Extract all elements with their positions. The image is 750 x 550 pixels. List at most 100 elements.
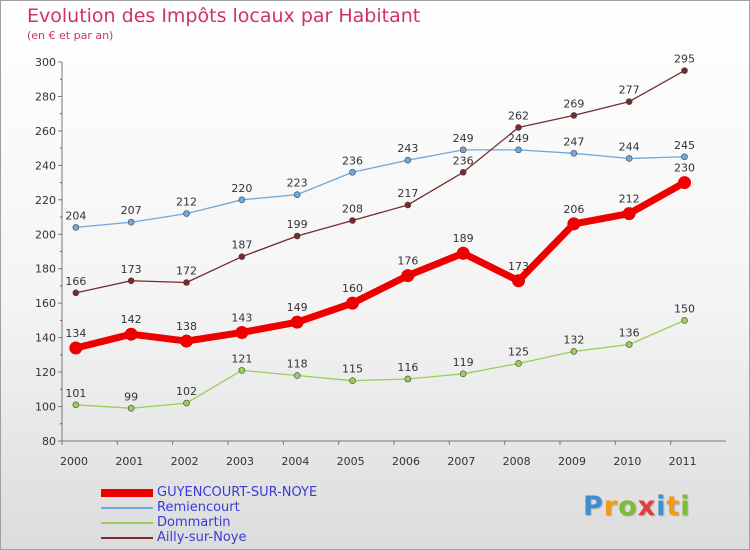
y-tick-label: 180	[35, 263, 56, 276]
x-tick-label: 2004	[281, 455, 309, 468]
data-label: 99	[124, 390, 138, 403]
data-label: 230	[674, 162, 695, 175]
data-label: 134	[65, 327, 86, 340]
data-point	[570, 150, 578, 157]
series-dommartin: 101 99 102 121 118 115 116 119 125 132 136 150	[65, 302, 695, 412]
data-label: 115	[342, 363, 363, 376]
data-label: 116	[397, 361, 418, 374]
data-label: 149	[287, 301, 308, 314]
data-point	[349, 377, 356, 385]
x-tick-label: 2008	[503, 455, 531, 468]
legend-item: Ailly-sur-Noye	[101, 530, 317, 545]
x-tick-label: 2010	[613, 455, 641, 468]
data-point	[681, 67, 688, 74]
data-label: 244	[619, 140, 640, 153]
data-point	[459, 370, 467, 378]
y-tick-label: 200	[35, 228, 56, 241]
data-point	[625, 341, 633, 348]
legend-label: Ailly-sur-Noye	[157, 530, 247, 545]
data-point	[622, 207, 636, 221]
data-label: 295	[674, 53, 695, 66]
data-label: 173	[508, 260, 529, 273]
data-point	[681, 153, 688, 161]
data-point	[625, 155, 633, 162]
series-ailly-sur-noye: 166 173 172 187 199 208 217 236 262 269 277 295	[65, 53, 695, 297]
data-label: 245	[674, 139, 695, 152]
data-point	[124, 327, 138, 341]
y-tick-label: 140	[35, 332, 56, 345]
x-tick-label: 2001	[115, 455, 143, 468]
data-label: 206	[563, 203, 584, 216]
data-point	[127, 218, 135, 226]
data-point	[404, 201, 412, 209]
proxiti-logo: Proxiti	[583, 491, 691, 522]
data-label: 136	[619, 327, 640, 340]
y-tick-label: 160	[35, 297, 56, 310]
data-label: 132	[563, 333, 584, 346]
data-label: 102	[176, 385, 197, 398]
data-point	[72, 289, 80, 297]
data-label: 277	[619, 84, 640, 97]
y-tick-label: 100	[35, 401, 56, 414]
data-point	[459, 146, 467, 154]
y-tick-label: 120	[35, 366, 56, 379]
data-label: 150	[674, 302, 695, 315]
data-label: 119	[453, 356, 474, 369]
data-point	[72, 224, 80, 231]
data-point	[127, 277, 135, 285]
data-point	[183, 210, 190, 217]
data-label: 172	[176, 265, 197, 278]
data-label: 223	[287, 177, 308, 190]
y-tick-label: 260	[35, 125, 56, 138]
data-label: 189	[453, 232, 474, 245]
logo-letter: P	[583, 491, 604, 522]
legend-item: Dommartin	[101, 515, 317, 530]
logo-letter: i	[656, 491, 667, 522]
data-label: 176	[397, 255, 418, 268]
data-point	[293, 372, 301, 379]
data-point	[401, 269, 415, 283]
data-point	[290, 315, 304, 329]
chart-subtitle: (en € et par an)	[27, 29, 114, 42]
data-point	[570, 112, 578, 119]
x-tick-label: 2003	[226, 455, 254, 468]
x-tick-label: 2006	[392, 455, 420, 468]
data-point	[238, 367, 246, 374]
x-tick-label: 2002	[171, 455, 199, 468]
logo-letter: x	[637, 491, 657, 522]
data-point	[238, 253, 246, 260]
data-point	[346, 296, 359, 310]
data-label: 121	[231, 352, 252, 365]
data-label: 118	[287, 358, 308, 371]
x-tick-label: 2005	[337, 455, 365, 468]
data-label: 142	[121, 313, 142, 326]
series-remiencourt: 204 207 212 220 223 236 243 249 249 247 244 245	[65, 132, 695, 231]
data-point	[293, 232, 301, 240]
x-tick-label: 2011	[669, 455, 697, 468]
data-label: 236	[342, 154, 363, 167]
legend-item: Remiencourt	[101, 500, 317, 515]
logo-letter: t	[666, 491, 681, 522]
data-point	[69, 341, 83, 355]
legend-item: GUYENCOURT-SUR-NOYE	[101, 485, 317, 500]
logo-letter: r	[603, 491, 619, 522]
x-tick-label: 2000	[60, 455, 88, 468]
data-label: 101	[65, 387, 86, 400]
data-point	[293, 191, 301, 198]
data-point	[404, 156, 412, 164]
data-point	[127, 404, 135, 412]
data-label: 173	[121, 263, 142, 276]
y-tick-label: 220	[35, 194, 56, 207]
data-point	[235, 325, 249, 339]
legend-swatch	[101, 536, 153, 539]
x-tick-label: 2009	[558, 455, 586, 468]
series-line	[74, 179, 687, 352]
data-point	[515, 124, 522, 131]
legend-swatch	[101, 521, 153, 524]
data-label: 249	[508, 132, 529, 145]
data-point	[180, 334, 193, 348]
data-label: 243	[397, 142, 418, 155]
data-point	[515, 360, 522, 367]
